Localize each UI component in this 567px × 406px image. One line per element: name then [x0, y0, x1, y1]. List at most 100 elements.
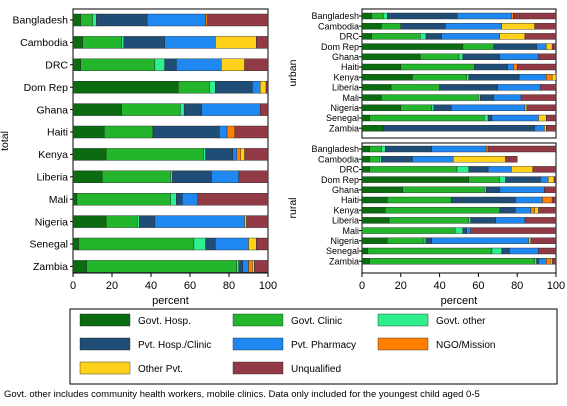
- legend-swatch-pvt-pharmacy: [232, 337, 284, 351]
- bar-segment-zambia-govt-other: [534, 258, 537, 265]
- bar-segment-haiti-govt-clinic: [387, 196, 452, 204]
- bar-segment-dom-rep-pvt-pharmacy: [252, 80, 261, 94]
- bar-segment-zambia-pvt-hosp-clinic: [536, 258, 539, 265]
- bar-segment-liberia-govt-hosp: [361, 217, 390, 224]
- bar-segment-senegal-govt-hosp: [72, 237, 80, 251]
- bar-segment-senegal-govt-other: [484, 114, 489, 122]
- bar-segment-dom-rep-govt-hosp: [72, 80, 179, 94]
- bar-segment-cambodia-unqualified: [505, 155, 518, 163]
- category-label-dom-rep: Dom Rep: [321, 175, 359, 185]
- bar-segment-kenya-ngo-mission: [530, 206, 535, 214]
- bar-segment-nigeria-pvt-pharmacy: [154, 215, 245, 228]
- bar-segment-nigeria-unqualified: [530, 237, 557, 245]
- legend-swatch-other-pvt: [79, 361, 131, 375]
- bar-segment-dom-rep-other-pvt: [260, 80, 267, 94]
- category-label-ghana: Ghana: [332, 185, 359, 195]
- bar-segment-zambia-pvt-hosp-clinic: [238, 260, 243, 273]
- bar-segment-liberia-govt-other: [468, 217, 471, 224]
- bar-segment-drc-pvt-hosp-clinic: [164, 58, 177, 71]
- bar-segment-cambodia-unqualified: [534, 23, 557, 30]
- category-label-ghana: Ghana: [332, 52, 359, 62]
- plot-frame-total: [72, 8, 269, 274]
- bar-segment-cambodia-govt-hosp: [361, 155, 370, 163]
- bar-segment-haiti-govt-clinic: [103, 125, 154, 139]
- bar-segment-senegal-pvt-hosp-clinic: [501, 247, 510, 255]
- bar-segment-ghana-govt-hosp: [72, 103, 122, 116]
- x-tick-label: 20: [395, 280, 407, 292]
- bar-segment-drc-pvt-pharmacy: [176, 58, 222, 71]
- bar-segment-dom-rep-pvt-hosp-clinic: [493, 43, 537, 50]
- bar-segment-mali-pvt-hosp-clinic: [176, 192, 183, 206]
- bar-segment-drc-govt-hosp: [361, 166, 370, 173]
- bar-segment-senegal-other-pvt: [248, 237, 257, 251]
- bar-segment-mali-govt-other: [454, 227, 464, 234]
- bar-segment-liberia-govt-other: [170, 170, 173, 184]
- legend-swatch-govt-hosp: [79, 313, 131, 327]
- bar-segment-kenya-other-pvt: [534, 206, 539, 214]
- category-label-bangladesh: Bangladesh: [311, 11, 359, 21]
- x-tick-label: 80: [511, 280, 523, 292]
- bar-segment-ghana-pvt-hosp-clinic: [485, 186, 500, 194]
- x-tick-label: 0: [359, 280, 365, 292]
- bar-segment-senegal-unqualified: [546, 114, 557, 122]
- bar-segment-senegal-other-pvt: [538, 114, 547, 122]
- bar-segment-ghana-govt-clinic: [420, 53, 460, 60]
- x-tick-label: 0: [70, 280, 76, 292]
- x-tick-label: 100: [547, 280, 565, 292]
- bar-segment-cambodia-govt-clinic: [82, 36, 122, 49]
- bar-segment-bangladesh-govt-other: [92, 13, 97, 27]
- bar-segment-senegal-unqualified: [256, 237, 269, 251]
- bar-segment-dom-rep-unqualified: [265, 80, 269, 94]
- bar-segment-ghana-pvt-pharmacy: [499, 53, 539, 60]
- bar-segment-drc-govt-hosp: [361, 33, 372, 40]
- bar-segment-kenya-pvt-pharmacy: [515, 206, 531, 214]
- bar-segment-haiti-govt-hosp: [361, 63, 401, 71]
- bar-segment-senegal-pvt-hosp-clinic: [487, 114, 493, 122]
- bar-segment-drc-govt-hosp: [72, 58, 81, 71]
- bar-segment-dom-rep-govt-clinic: [178, 80, 210, 94]
- bar-segment-nigeria-govt-clinic: [105, 215, 138, 228]
- x-axis-label: percent: [152, 295, 189, 307]
- legend-swatch-unqualified: [232, 361, 284, 375]
- bar-segment-mali-pvt-hosp-clinic: [462, 227, 467, 234]
- bar-segment-mali-unqualified: [470, 227, 557, 234]
- bar-segment-haiti-ngo-mission: [513, 63, 518, 71]
- category-label-kenya: Kenya: [38, 149, 68, 161]
- bar-segment-ghana-govt-other: [458, 53, 464, 60]
- bar-segment-bangladesh-pvt-hosp-clinic: [96, 13, 148, 27]
- bar-segment-bangladesh-unqualified: [207, 13, 269, 27]
- bar-segment-liberia-pvt-hosp-clinic: [439, 84, 499, 91]
- bar-segment-zambia-pvt-pharmacy: [242, 260, 249, 273]
- bar-segment-zambia-govt-clinic: [369, 258, 535, 265]
- bar-segment-ghana-govt-other: [484, 186, 487, 194]
- bar-segment-haiti-unqualified: [551, 196, 557, 204]
- bar-segment-drc-pvt-pharmacy: [441, 33, 500, 40]
- bar-segment-bangladesh-govt-other: [383, 12, 388, 20]
- bar-segment-haiti-ngo-mission: [226, 125, 236, 139]
- bar-segment-dom-rep-pvt-pharmacy: [540, 176, 549, 183]
- category-label-haiti: Haiti: [341, 62, 359, 72]
- bar-segment-bangladesh-pvt-pharmacy: [431, 145, 487, 153]
- bar-segment-ghana-pvt-hosp-clinic: [462, 53, 500, 60]
- bar-segment-kenya-govt-hosp: [361, 206, 386, 214]
- bar-segment-bangladesh-govt-clinic: [80, 13, 93, 27]
- bar-segment-dom-rep-govt-hosp: [361, 43, 464, 50]
- bar-segment-zambia-pvt-pharmacy: [538, 258, 547, 265]
- bar-segment-bangladesh-govt-other: [381, 145, 386, 153]
- category-label-cambodia: Cambodia: [318, 21, 359, 31]
- bar-segment-bangladesh-pvt-pharmacy: [146, 13, 206, 27]
- bar-segment-liberia-govt-clinic: [388, 217, 469, 224]
- bar-segment-drc-govt-clinic: [369, 166, 458, 173]
- bar-segment-cambodia-other-pvt: [452, 155, 506, 163]
- category-label-ghana: Ghana: [36, 104, 68, 116]
- bar-segment-ghana-pvt-pharmacy: [499, 186, 545, 194]
- bar-segment-haiti-ngo-mission: [542, 196, 553, 204]
- x-tick-label: 80: [223, 280, 235, 292]
- bar-segment-drc-govt-clinic: [371, 33, 421, 40]
- category-label-dom-rep: Dom Rep: [321, 42, 359, 52]
- x-tick-label: 60: [472, 280, 484, 292]
- bar-segment-kenya-govt-hosp: [72, 148, 107, 161]
- bar-segment-haiti-pvt-hosp-clinic: [474, 63, 508, 71]
- bar-segment-drc-pvt-pharmacy: [487, 166, 512, 173]
- bar-segment-ghana-pvt-hosp-clinic: [183, 103, 202, 116]
